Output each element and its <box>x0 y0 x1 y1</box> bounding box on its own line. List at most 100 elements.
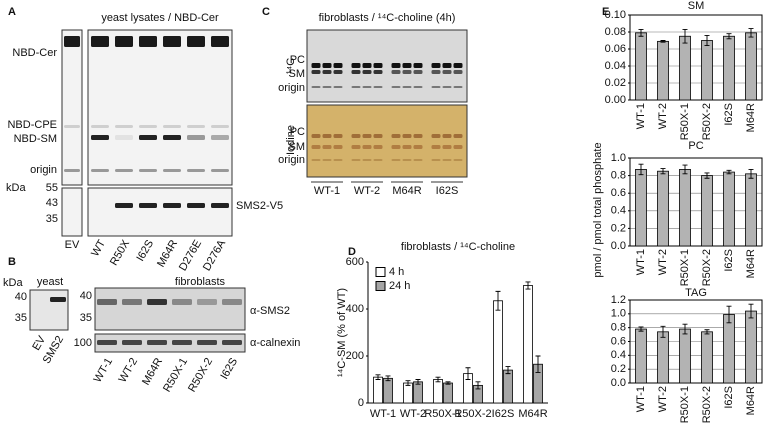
error-bar <box>405 380 411 386</box>
lane-label: I62S <box>134 238 156 264</box>
y-tick-label: 0.8 <box>611 322 626 334</box>
band <box>431 159 441 161</box>
bar <box>723 314 735 384</box>
gel-label: ¹⁴C <box>285 58 297 74</box>
band-label: origin <box>278 154 305 166</box>
bar <box>657 331 669 384</box>
x-tick-label: M64R <box>518 408 547 420</box>
band-label: PC <box>290 54 305 66</box>
band <box>64 36 80 47</box>
gel-lane-ev <box>61 29 83 186</box>
bar <box>383 377 393 404</box>
band <box>351 86 361 88</box>
band <box>442 134 452 138</box>
kda-label: 43 <box>46 197 58 209</box>
band <box>333 145 343 149</box>
band <box>391 70 401 74</box>
y-tick-label: 0.2 <box>611 363 626 375</box>
lane-label: WT-1 <box>92 356 116 385</box>
band <box>413 63 423 68</box>
bar <box>679 328 691 384</box>
x-tick-label: WT-1 <box>370 408 396 420</box>
y-tick-label: 600 <box>346 256 364 268</box>
y-tick-label: 0.00 <box>605 94 626 106</box>
band <box>172 340 192 345</box>
band <box>362 63 372 68</box>
band <box>187 203 205 208</box>
lane-label: D276E <box>177 238 204 273</box>
x-tick-label: WT-2 <box>657 103 669 129</box>
y-tick-label: 0.02 <box>605 77 626 89</box>
blot-label: α-calnexin <box>250 337 300 349</box>
error-bar <box>748 28 754 38</box>
band <box>351 159 361 161</box>
band <box>115 36 133 47</box>
band <box>453 86 463 88</box>
lane-label: EV <box>65 239 80 251</box>
error-bar <box>726 33 732 40</box>
axis-title: pmol / pmol total phosphate <box>592 142 604 277</box>
band <box>311 134 321 138</box>
band <box>211 135 229 140</box>
kda-label: 35 <box>15 312 27 324</box>
error-bar <box>495 290 501 311</box>
band <box>413 86 423 88</box>
blot <box>87 187 233 237</box>
error-bar <box>638 163 644 176</box>
band <box>431 134 441 138</box>
band <box>391 63 401 68</box>
band <box>163 169 181 172</box>
kda-label: 40 <box>80 290 92 302</box>
band <box>351 70 361 74</box>
y-tick-label: 0.6 <box>611 335 626 347</box>
x-tick-label: R50X-1 <box>679 103 691 140</box>
error-bar <box>375 374 381 380</box>
y-tick-label: 1.0 <box>611 308 626 320</box>
band-label: origin <box>278 82 305 94</box>
error-bar <box>704 172 710 179</box>
error-bar <box>525 281 531 290</box>
panel-label: B <box>8 256 16 268</box>
x-tick-label: WT-1 <box>635 103 647 129</box>
error-bar <box>660 40 666 43</box>
band-label: SM <box>289 141 306 153</box>
lane-label: R50X-2 <box>186 356 215 394</box>
chart-title: fibroblasts / ¹⁴C-choline <box>401 241 515 253</box>
plot-frame <box>629 299 763 384</box>
band <box>115 125 133 128</box>
band <box>147 340 167 345</box>
band <box>362 159 372 161</box>
blot-lane-ev <box>61 187 83 237</box>
kda-label: 55 <box>46 182 58 194</box>
bar <box>657 40 669 101</box>
blot <box>29 289 69 331</box>
bar <box>635 32 647 101</box>
x-tick-label: R50X-2 <box>701 249 713 286</box>
band <box>391 145 401 149</box>
x-tick-label: R50X-2 <box>454 408 491 420</box>
x-tick-label: WT-1 <box>635 249 647 275</box>
band <box>413 159 423 161</box>
band-label: NBD-SM <box>14 133 57 145</box>
band <box>211 36 229 47</box>
kda-label: 100 <box>74 337 92 349</box>
group-label: I62S <box>436 185 459 197</box>
band <box>391 86 401 88</box>
y-tick-label: 200 <box>346 350 364 362</box>
band <box>442 70 452 74</box>
band <box>333 86 343 88</box>
band <box>50 297 66 302</box>
panel-label: A <box>8 6 16 18</box>
band <box>333 63 343 68</box>
y-tick-label: 0.0 <box>611 377 626 389</box>
x-tick-label: WT-1 <box>635 386 647 412</box>
band <box>122 299 142 305</box>
legend-label: 4 h <box>389 266 404 278</box>
plot-frame <box>629 157 763 247</box>
group-label: WT-1 <box>314 185 340 197</box>
error-bar <box>435 376 441 383</box>
lane-label: M64R <box>140 356 165 387</box>
band <box>453 145 463 149</box>
error-bar <box>682 29 688 44</box>
